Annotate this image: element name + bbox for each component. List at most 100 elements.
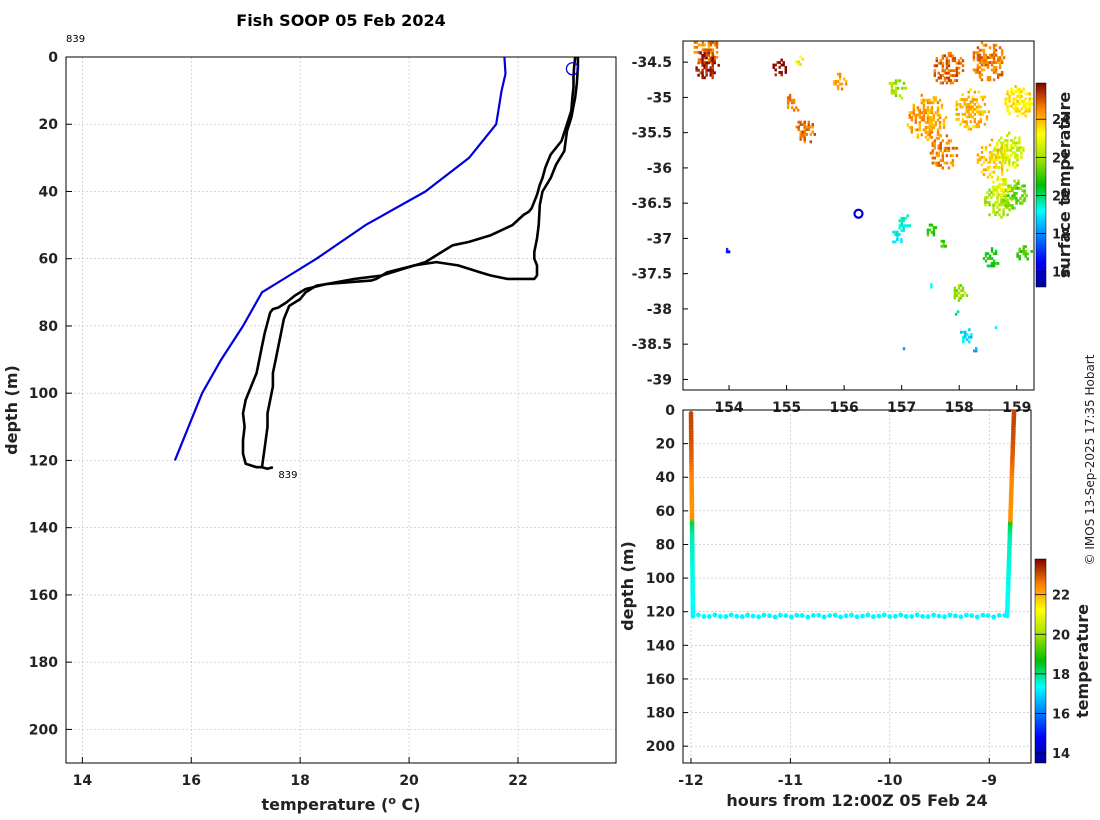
sst-cell [955,69,959,73]
track-point [931,612,936,618]
track-point [898,612,904,618]
sst-cell [926,118,930,122]
sst-cell [1016,153,1019,157]
sst-cell [980,41,984,45]
track-point [854,614,860,620]
sst-cell [996,178,999,181]
credit-text: © IMOS 13-Sep-2025 17:35 Hobart [1083,354,1097,565]
sst-cell [926,126,930,129]
sst-cell [711,51,714,55]
sst-cell [718,36,720,39]
sst-cell [701,48,705,52]
sst-cell [1016,94,1019,98]
sst-cell [709,73,712,77]
sst-cell [838,75,842,79]
sst-cell [978,155,982,159]
sst-cell [941,54,945,58]
sst-cell [984,158,988,162]
sst-cell [978,66,982,69]
sst-cell [984,201,987,204]
sst-cell [996,188,999,191]
sst-cell [942,239,945,243]
sst-cell [986,66,990,69]
sst-cell [976,46,980,50]
sst-cell [801,57,804,61]
sst-cell [937,144,941,148]
sst-cell [935,136,939,140]
sst-cell [928,121,932,124]
sst-cell [1021,201,1024,205]
sst-cell [1008,148,1011,152]
sst-cell [1004,102,1007,106]
sst-cell [701,71,704,75]
sst-cell [813,133,817,136]
sst-cell [892,91,896,95]
sst-cell [935,79,939,82]
sst-cell [1014,136,1017,140]
sst-cell [973,112,977,116]
sst-cell [701,61,704,65]
sst-cell [965,105,968,109]
sst-cell [906,123,909,127]
sst-cell [947,51,951,55]
sst-cell [967,105,970,109]
sst-cell [926,228,930,232]
sst-cell [1004,156,1007,160]
profile-x-tick-label: 20 [399,773,419,789]
sst-cell [998,213,1001,217]
sst-cell [727,250,731,254]
track-point [991,614,997,620]
sst-cell [996,262,1000,265]
profile-y-tick-label: 120 [29,453,58,469]
sst-cell [801,130,804,134]
sst-cell [701,63,704,67]
temperature-colorbar [1034,558,1047,764]
sst-cell [982,61,986,64]
sst-cell [1006,107,1009,111]
sst-cell [908,111,912,115]
sst-cell [945,146,949,150]
sst-cell [996,143,999,147]
track-point [964,612,969,618]
sst-cell [939,74,943,77]
sst-cell [1016,109,1019,113]
track-y-tick-label: 20 [656,437,676,453]
sst-cell [943,71,947,75]
sst-cell [1007,194,1010,198]
sst-cell [1000,168,1004,172]
sst-cell [990,63,994,67]
sst-cell [1011,204,1014,208]
sst-cell [916,135,920,139]
sst-cell [1023,196,1026,200]
sst-cell [703,63,706,67]
track-point [903,614,909,619]
sst-cell [898,224,901,228]
sst-cell [1025,194,1028,198]
sst-cell [969,100,973,104]
sst-cell [1012,141,1015,145]
sst-cell [1012,102,1015,106]
sst-cell [930,121,934,124]
sst-cell [709,56,712,60]
sst-lat-tick-label: -38.5 [632,337,672,353]
sst-cell [947,59,951,63]
sst-cell [1016,148,1019,152]
sst-cell [1010,90,1013,93]
sst-cell [976,66,980,69]
sst-cell [709,60,713,64]
sst-cell [803,133,806,136]
sst-cell [932,123,936,127]
sst-cell [973,98,977,101]
sst-cell [943,69,947,73]
sst-cell [807,125,811,129]
sst-cell [941,56,945,60]
sst-cell [894,94,898,98]
sst-cell [951,54,955,58]
sst-cell [1022,112,1025,116]
sst-cell [1000,61,1004,64]
sst-cell [1016,255,1019,258]
sst-cell [1018,146,1021,150]
sst-cell [938,123,942,127]
sst-cell [711,59,714,62]
sst-cell [803,137,806,141]
